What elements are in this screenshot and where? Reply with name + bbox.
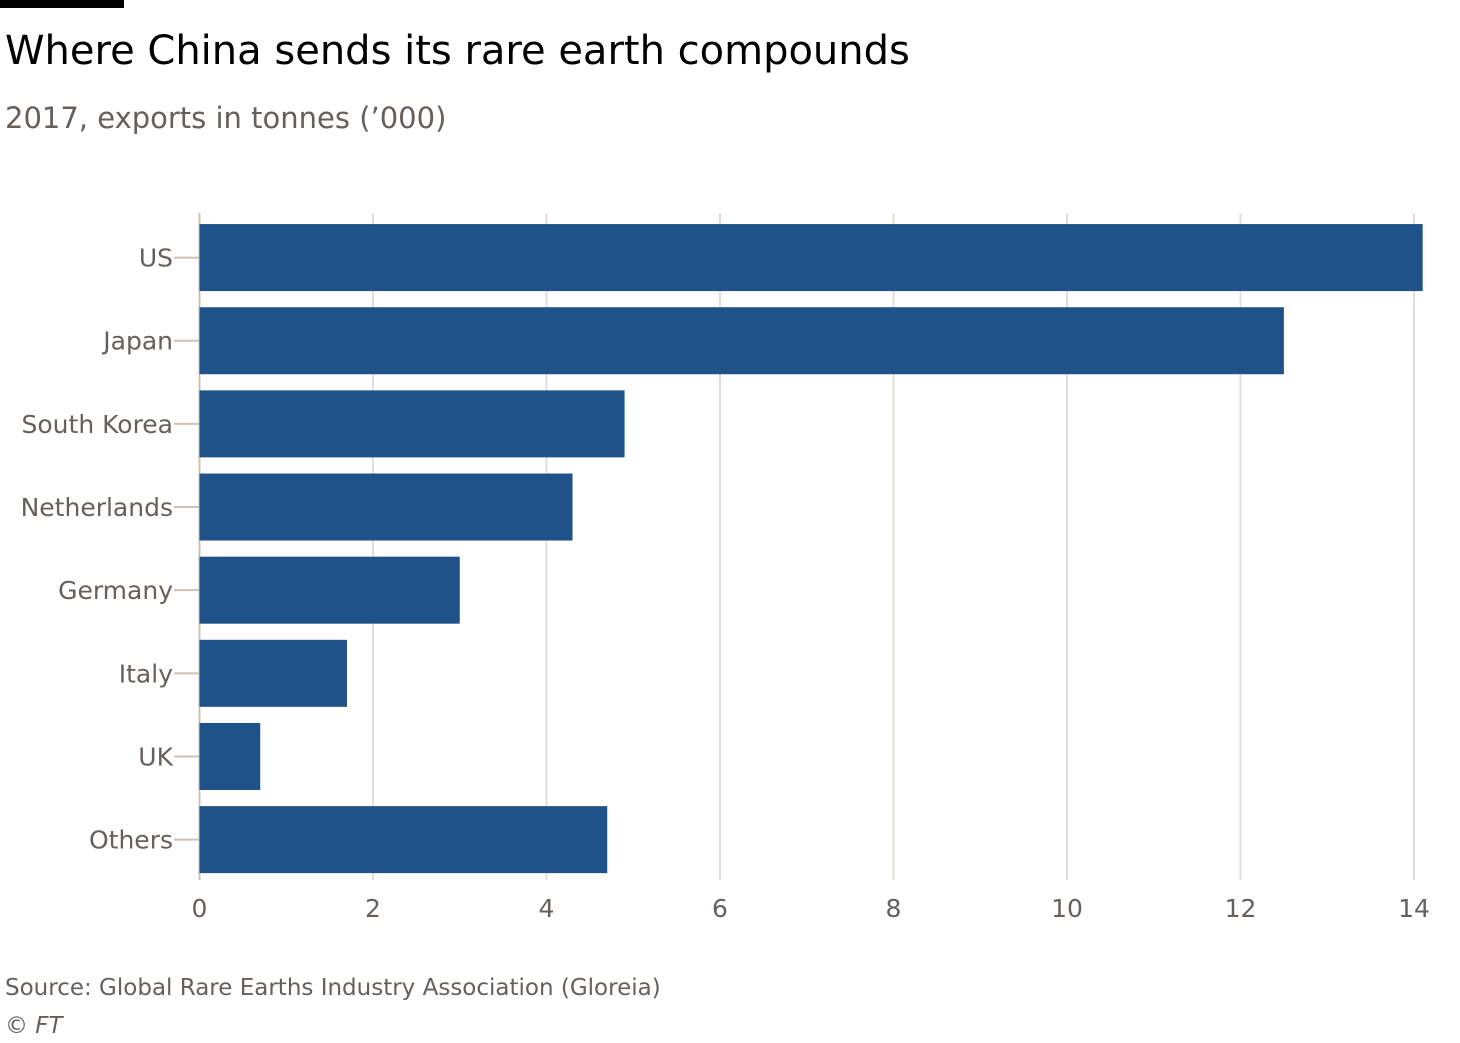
category-label: Netherlands [21,493,173,522]
chart-title: Where China sends its rare earth compoun… [5,28,910,74]
bar [199,806,608,874]
bar [199,307,1284,375]
x-tick-label: 6 [712,894,728,923]
copyright-credit: © FT [5,1013,63,1039]
x-tick-label: 14 [1398,894,1430,923]
category-label: Japan [101,327,173,356]
x-tick-label: 8 [886,894,902,923]
bar [199,639,347,707]
top-rule [0,0,124,8]
category-label: US [139,244,173,273]
x-tick-label: 10 [1051,894,1083,923]
category-label: Others [89,826,173,855]
x-tick-label: 2 [365,894,381,923]
x-tick-label: 12 [1225,894,1257,923]
category-label: South Korea [22,410,173,439]
bar [199,390,625,458]
category-label: Italy [119,659,173,688]
chart-subtitle: 2017, exports in tonnes (’000) [5,101,447,135]
x-tick-label: 4 [539,894,555,923]
bar [199,722,261,790]
category-label: Germany [58,576,173,605]
bar [199,473,573,541]
bar [199,224,1423,292]
bar [199,556,460,624]
source-note: Source: Global Rare Earths Industry Asso… [5,975,661,1001]
x-tick-label: 0 [192,894,208,923]
bar-chart: 0 2 4 6 8 10 12 14 US Japan South Korea Netherlands… [21,213,1430,923]
category-label: UK [138,742,173,771]
